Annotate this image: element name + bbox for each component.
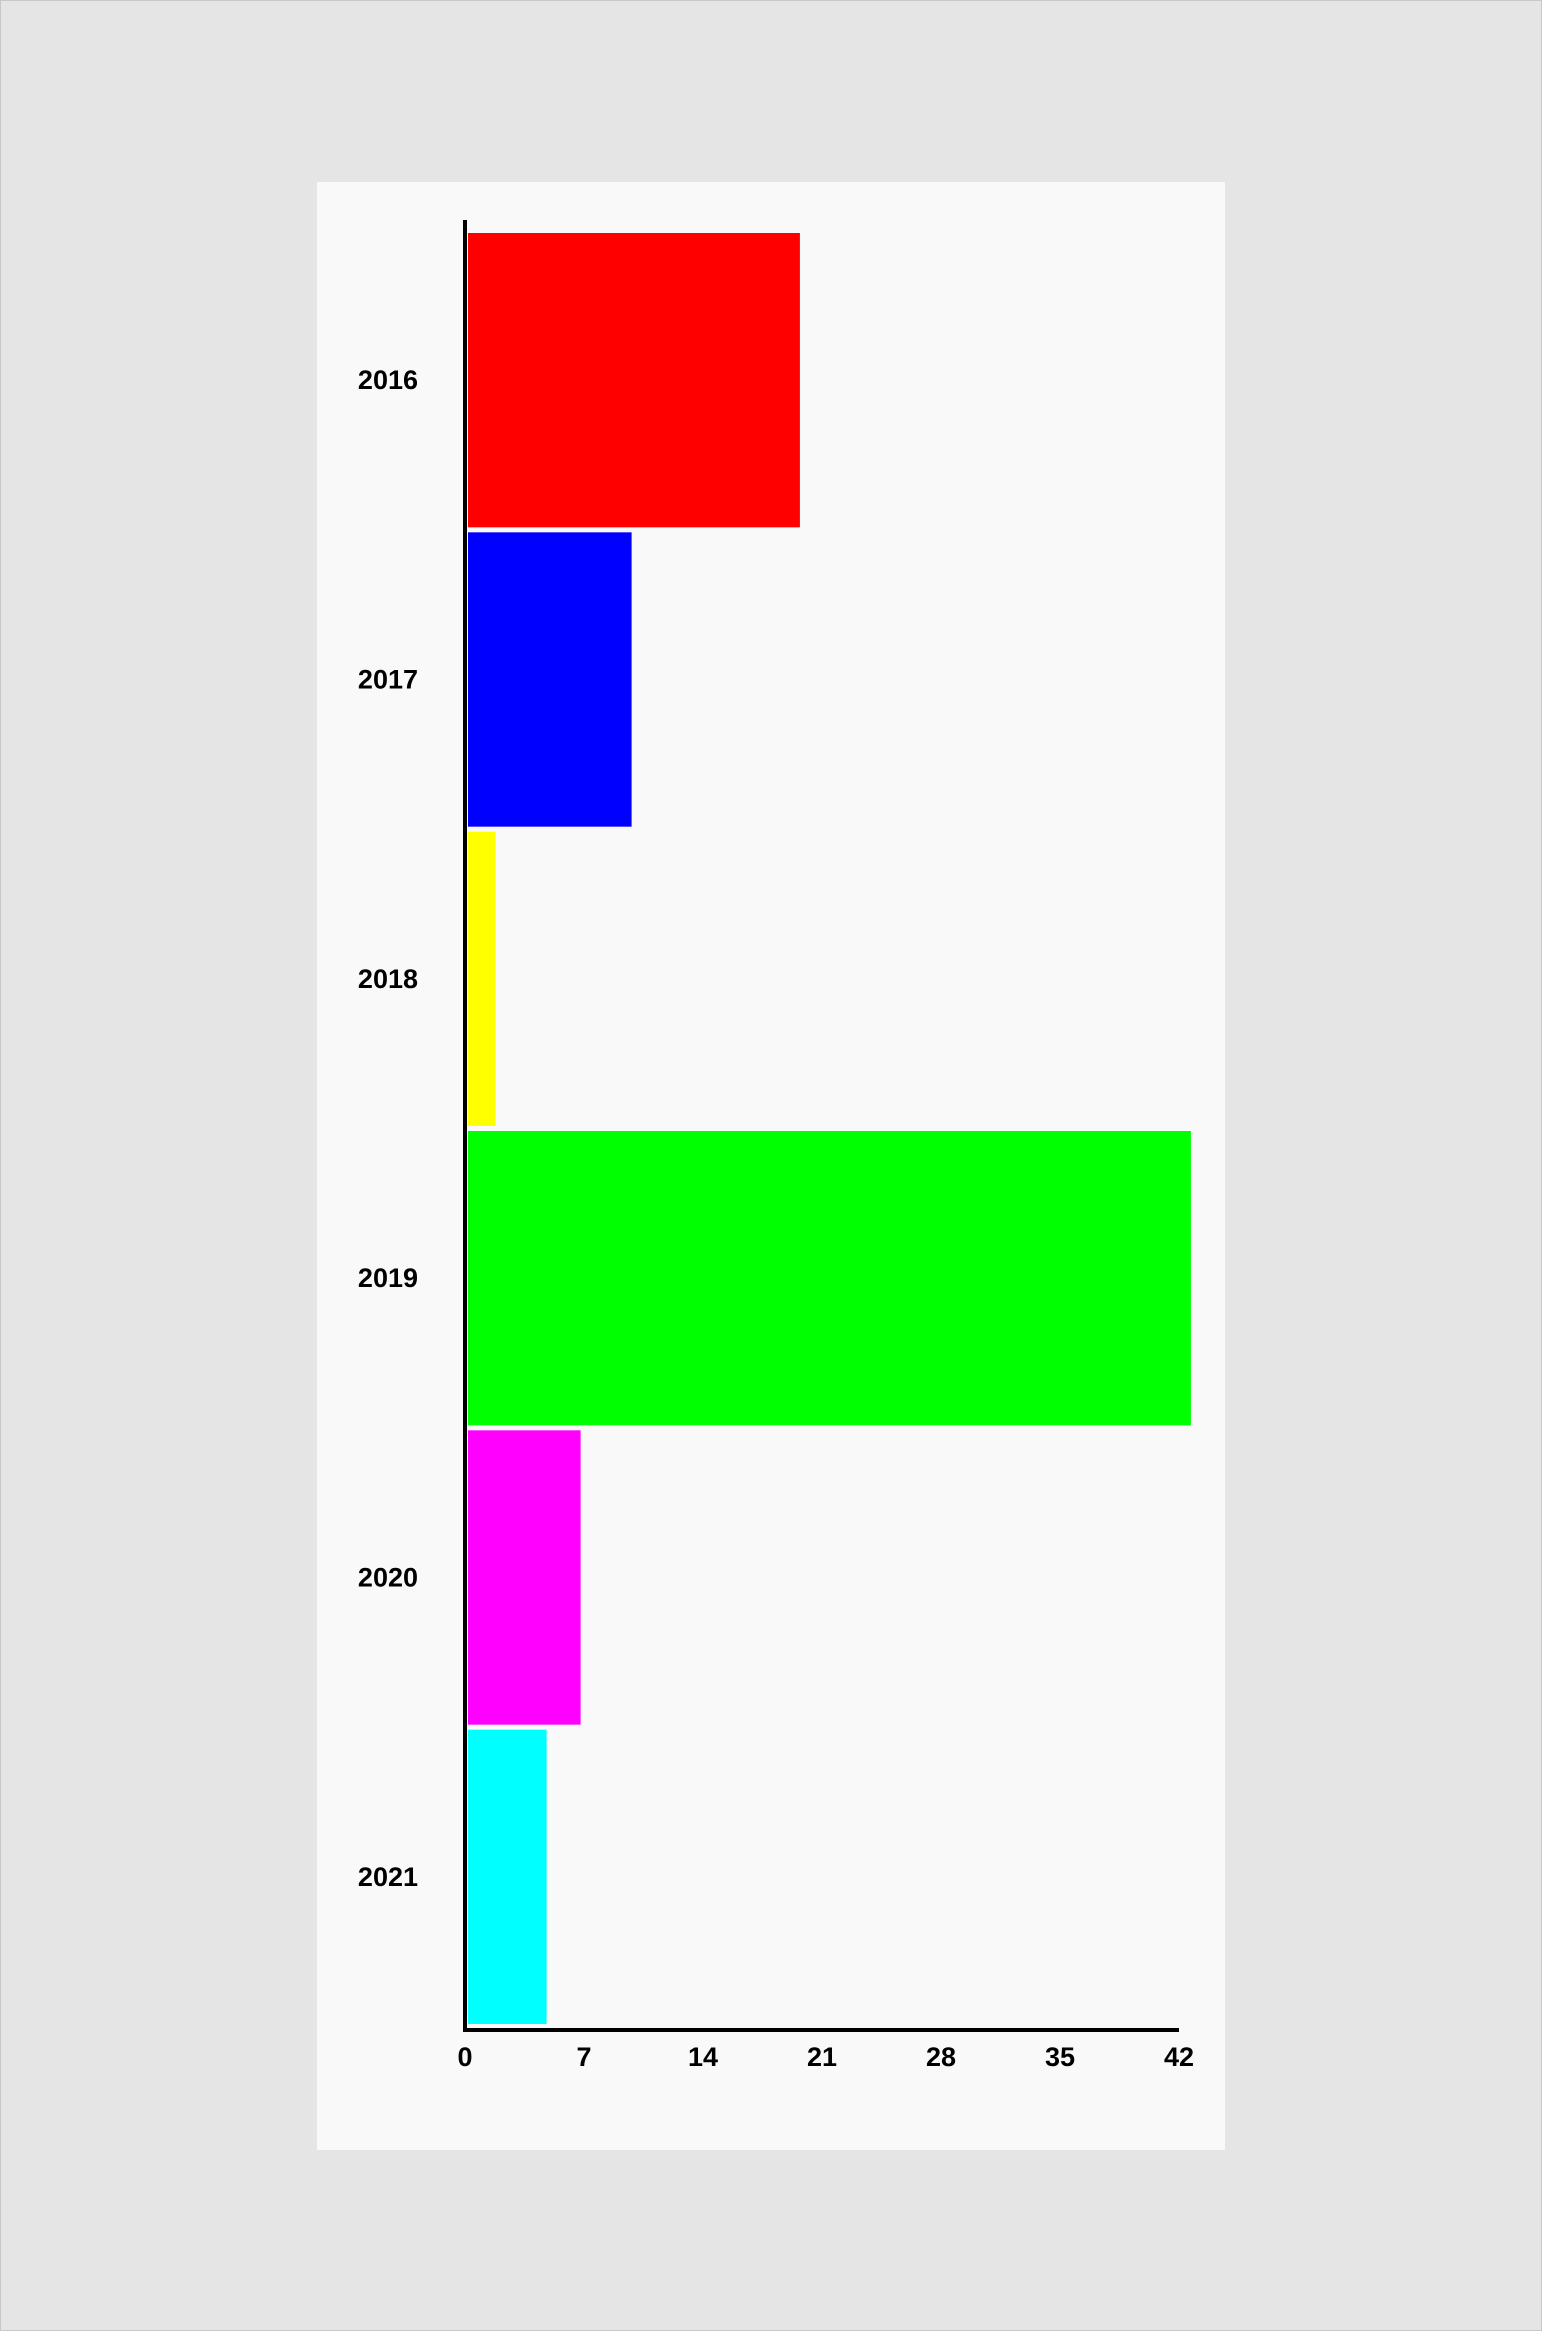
- bar-2019: [468, 1131, 1191, 1426]
- bar-2021: [468, 1729, 547, 2024]
- x-tick-label-21: 21: [807, 2042, 837, 2072]
- bar-2018: [468, 831, 496, 1126]
- category-label-2019: 2019: [358, 1263, 418, 1293]
- category-labels: 2016 2017 2018 2019 2020 2021: [358, 365, 418, 1892]
- x-tick-label-7: 7: [576, 2042, 591, 2072]
- x-tick-label-0: 0: [457, 2042, 472, 2072]
- bar-2020: [468, 1430, 581, 1725]
- x-tick-label-28: 28: [926, 2042, 956, 2072]
- bar-2016: [468, 233, 800, 528]
- category-label-2017: 2017: [358, 665, 418, 695]
- category-label-2021: 2021: [358, 1862, 418, 1892]
- x-tick-label-35: 35: [1045, 2042, 1075, 2072]
- bar-2017: [468, 532, 632, 827]
- category-label-2018: 2018: [358, 964, 418, 994]
- x-tick-label-42: 42: [1164, 2042, 1194, 2072]
- x-tick-label-14: 14: [688, 2042, 718, 2072]
- category-label-2016: 2016: [358, 365, 418, 395]
- bars-group: [468, 233, 1191, 2024]
- x-tick-labels: 0 7 14 21 28 35 42: [457, 2042, 1194, 2072]
- category-label-2020: 2020: [358, 1563, 418, 1593]
